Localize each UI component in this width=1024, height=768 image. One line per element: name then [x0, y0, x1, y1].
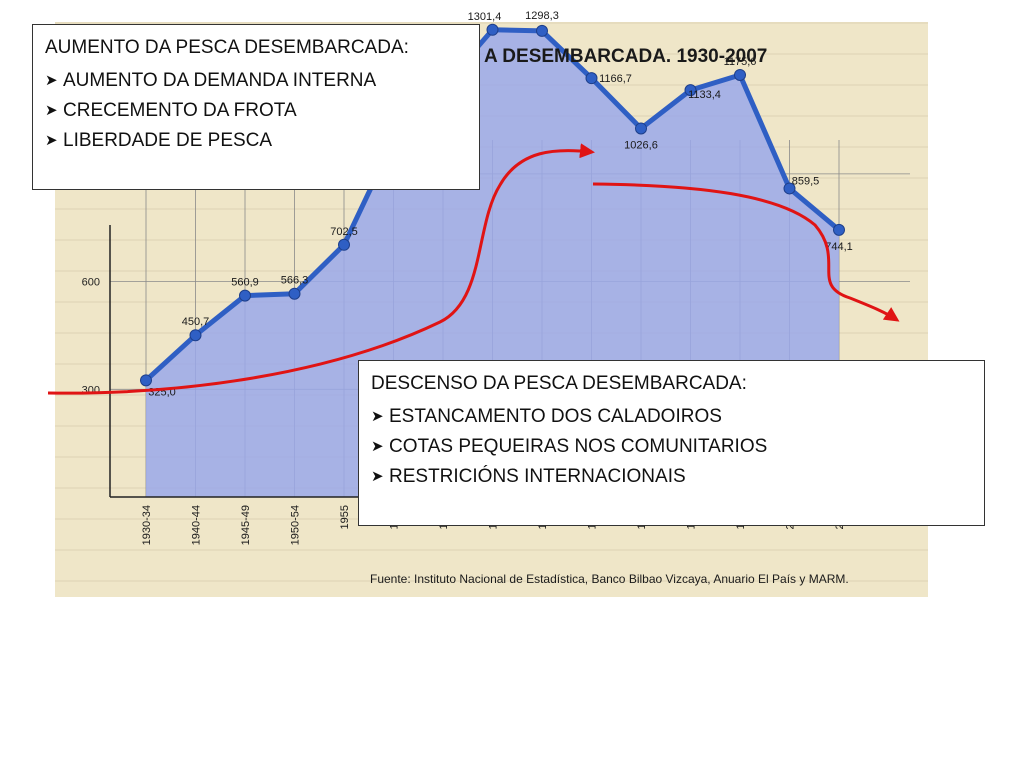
x-tick-label: 1940-44 — [191, 505, 203, 545]
bullet-text: CRECEMENTO DA FROTA — [63, 100, 297, 121]
falling-trend-arrow — [592, 182, 900, 322]
chart-title: A DESEMBARCADA. 1930-2007 — [484, 46, 767, 67]
bullet-text: AUMENTO DA DEMANDA INTERNA — [63, 70, 377, 91]
data-label: 1175,6 — [724, 56, 757, 68]
data-label: 566,3 — [281, 275, 309, 287]
callout-decrease: DESCENSO DA PESCA DESEMBARCADA: ➤ ESTANC… — [358, 360, 985, 526]
chart-source: Fuente: Instituto Nacional de Estadístic… — [370, 572, 849, 586]
callout-decrease-list: ➤ ESTANCAMENTO DOS CALADOIROS ➤ COTAS PE… — [371, 402, 984, 492]
arrowhead-bullet-icon: ➤ — [45, 102, 58, 119]
callout-increase-title: AUMENTO DA PESCA DESEMBARCADA: — [45, 37, 409, 58]
list-item: ➤ RESTRICIÓNS INTERNACIONAIS — [371, 462, 984, 492]
data-label: 859,5 — [792, 175, 820, 187]
x-tick-label: 1945-49 — [240, 505, 252, 545]
bullet-text: LIBERDADE DE PESCA — [63, 130, 273, 151]
arrowhead-bullet-icon: ➤ — [371, 468, 384, 485]
data-point — [338, 238, 350, 251]
list-item: ➤ CRECEMENTO DA FROTA — [45, 96, 479, 126]
data-point — [635, 122, 647, 135]
data-point — [536, 24, 548, 37]
list-item: ➤ ESTANCAMENTO DOS CALADOIROS — [371, 402, 984, 432]
data-point — [140, 374, 152, 387]
data-label: 1026,6 — [624, 139, 658, 151]
data-point — [783, 182, 796, 195]
data-label: 744,1 — [825, 241, 853, 253]
bullet-text: RESTRICIÓNS INTERNACIONAIS — [389, 466, 686, 487]
data-point — [486, 23, 499, 36]
data-point — [734, 68, 746, 81]
x-tick-label: 1955 — [339, 505, 351, 529]
data-label: 1298,3 — [525, 10, 559, 22]
data-point — [189, 329, 202, 342]
arrowhead-bullet-icon: ➤ — [45, 72, 58, 89]
bullet-text: COTAS PEQUEIRAS NOS COMUNITARIOS — [389, 436, 768, 457]
list-item: ➤ AUMENTO DA DEMANDA INTERNA — [45, 66, 479, 96]
list-item: ➤ LIBERDADE DE PESCA — [45, 126, 479, 156]
y-tick-label: 600 — [82, 277, 100, 289]
data-label: 1166,7 — [599, 73, 632, 85]
bullet-text: ESTANCAMENTO DOS CALADOIROS — [389, 406, 722, 427]
data-label: 702,5 — [330, 226, 358, 238]
data-point — [239, 289, 251, 302]
data-label: 560,9 — [231, 277, 259, 289]
data-point — [288, 287, 301, 300]
callout-increase-list: ➤ AUMENTO DA DEMANDA INTERNA ➤ CRECEMENT… — [45, 66, 479, 156]
data-label: 1133,4 — [688, 89, 721, 101]
data-point — [585, 72, 598, 85]
arrowhead-bullet-icon: ➤ — [371, 438, 384, 455]
data-label: 450,7 — [182, 316, 210, 328]
data-point — [684, 84, 697, 97]
arrowhead-bullet-icon: ➤ — [45, 132, 58, 149]
x-tick-label: 1930-34 — [141, 505, 153, 545]
data-label: 1301,4 — [468, 11, 502, 23]
rising-trend-arrow — [47, 143, 595, 395]
callout-increase: AUMENTO DA PESCA DESEMBARCADA: ➤ AUMENTO… — [32, 24, 480, 190]
list-item: ➤ COTAS PEQUEIRAS NOS COMUNITARIOS — [371, 432, 984, 462]
callout-decrease-title: DESCENSO DA PESCA DESEMBARCADA: — [371, 373, 747, 394]
x-tick-label: 1950-54 — [290, 505, 302, 545]
arrowhead-bullet-icon: ➤ — [371, 408, 384, 425]
data-point — [833, 223, 845, 236]
